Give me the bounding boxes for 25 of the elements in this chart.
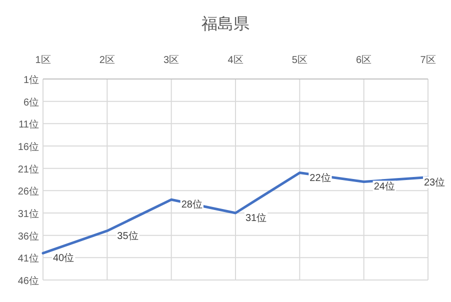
- y-tick-label: 11位: [18, 118, 39, 131]
- data-label: 23位: [424, 176, 446, 188]
- y-tick-label: 41位: [18, 252, 39, 265]
- data-label: 31位: [246, 212, 267, 224]
- data-label: 40位: [53, 252, 74, 264]
- y-tick-label: 6位: [23, 96, 39, 108]
- x-tick-label: 5区: [292, 55, 308, 66]
- y-tick-label: 16位: [18, 141, 39, 153]
- y-tick-label: 26位: [18, 186, 39, 198]
- y-tick-label: 46位: [18, 275, 39, 287]
- x-tick-label: 2区: [99, 55, 115, 66]
- x-tick-label: 7区: [420, 55, 436, 66]
- data-label: 22位: [310, 172, 331, 184]
- x-tick-label: 1区: [35, 55, 51, 66]
- data-label: 35位: [117, 230, 138, 242]
- y-tick-label: 1位: [23, 74, 39, 86]
- x-tick-label: 3区: [164, 55, 180, 66]
- y-tick-label: 21位: [18, 163, 39, 176]
- data-label: 28位: [181, 198, 202, 211]
- y-tick-label: 31位: [18, 208, 39, 220]
- y-tick-label: 36位: [18, 230, 39, 242]
- x-tick-label: 4区: [228, 55, 244, 66]
- data-label: 24位: [374, 180, 395, 193]
- x-tick-label: 6区: [356, 55, 372, 66]
- chart-title: 福島県: [202, 15, 250, 33]
